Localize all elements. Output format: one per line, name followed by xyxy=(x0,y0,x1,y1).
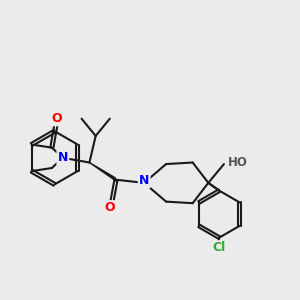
Text: O: O xyxy=(104,201,115,214)
Text: N: N xyxy=(139,174,149,187)
Text: HO: HO xyxy=(228,156,247,169)
Text: O: O xyxy=(51,112,62,125)
Polygon shape xyxy=(89,163,117,182)
Text: N: N xyxy=(58,151,68,164)
Text: Cl: Cl xyxy=(213,242,226,254)
